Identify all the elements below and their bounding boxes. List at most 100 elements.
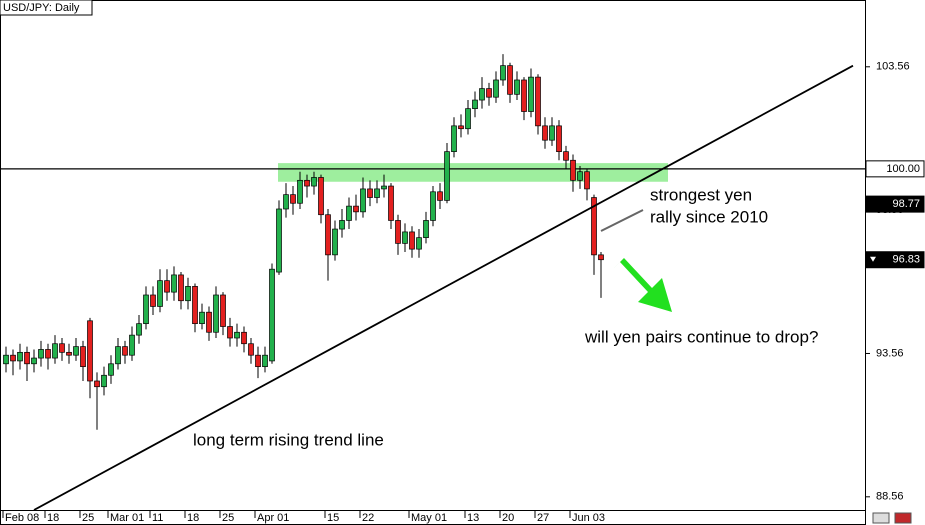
candle-body bbox=[563, 151, 569, 161]
candle-body bbox=[423, 220, 429, 239]
candle-body bbox=[465, 108, 471, 130]
candle-body bbox=[241, 331, 247, 345]
y-tick-label: 88.56 bbox=[876, 491, 904, 503]
candle-body bbox=[437, 191, 443, 201]
candle-body bbox=[493, 79, 499, 98]
candle-body bbox=[479, 88, 485, 101]
price-label: 96.83 bbox=[892, 254, 920, 266]
candle-body bbox=[402, 231, 408, 244]
candle-body bbox=[178, 274, 184, 302]
candle-body bbox=[416, 237, 422, 250]
candle-body bbox=[584, 171, 590, 190]
annotation: strongest yen bbox=[650, 185, 752, 204]
trend-label: long term rising trend line bbox=[193, 430, 384, 449]
x-tick-label: 11 bbox=[152, 512, 163, 524]
candle-body bbox=[325, 214, 331, 256]
candle-body bbox=[528, 76, 534, 112]
candle-body bbox=[332, 228, 338, 256]
icon[interactable] bbox=[872, 512, 890, 524]
candle-body bbox=[514, 79, 520, 95]
y-tick-label: 93.56 bbox=[876, 347, 904, 359]
x-tick-label: 18 bbox=[47, 512, 59, 524]
candle-body bbox=[430, 191, 436, 221]
y-tick-label: 103.56 bbox=[876, 61, 910, 73]
candle-body bbox=[59, 343, 65, 353]
candle-body bbox=[248, 343, 254, 356]
candle-body bbox=[598, 254, 604, 261]
x-tick-label: 22 bbox=[362, 512, 374, 524]
candle-body bbox=[535, 76, 541, 127]
title-box bbox=[0, 0, 93, 16]
x-tick-label: 15 bbox=[327, 512, 339, 524]
candle-body bbox=[451, 125, 457, 153]
candle-body bbox=[444, 151, 450, 201]
candle-body bbox=[276, 208, 282, 273]
x-tick-label: 25 bbox=[82, 512, 94, 524]
candle-body bbox=[213, 294, 219, 333]
x-tick-label: 18 bbox=[187, 512, 199, 524]
trend-line bbox=[33, 64, 854, 511]
candle-body bbox=[80, 346, 86, 368]
candle-body bbox=[346, 205, 352, 221]
candle-body bbox=[542, 125, 548, 141]
x-tick-label: Jun 03 bbox=[572, 512, 605, 524]
candle-body bbox=[157, 280, 163, 307]
candle-body bbox=[66, 351, 72, 356]
price-label-box bbox=[865, 251, 925, 269]
candle-body bbox=[269, 268, 275, 362]
candle-body bbox=[556, 125, 562, 153]
x-tick-label: May 01 bbox=[411, 512, 447, 524]
candle-body bbox=[367, 188, 373, 198]
candle-body bbox=[10, 354, 16, 362]
pointer-line bbox=[600, 209, 644, 232]
candle-body bbox=[129, 334, 135, 356]
candle-body bbox=[577, 171, 583, 181]
candle-body bbox=[290, 194, 296, 204]
price-label-box bbox=[865, 195, 925, 213]
candle-body bbox=[136, 323, 142, 336]
candle-body bbox=[521, 79, 527, 112]
candle-body bbox=[353, 205, 359, 213]
price-label: 98.77 bbox=[892, 198, 920, 210]
x-tick-label: 27 bbox=[537, 512, 549, 524]
candle-body bbox=[52, 343, 58, 359]
candle-body bbox=[171, 274, 177, 293]
candle-body bbox=[255, 354, 261, 368]
candle-body bbox=[549, 125, 555, 141]
candle-body bbox=[73, 346, 79, 356]
support-zone bbox=[278, 163, 668, 182]
x-tick-label: Apr 01 bbox=[257, 512, 289, 524]
candle-body bbox=[108, 363, 114, 376]
candle-body bbox=[94, 380, 100, 388]
candle-body bbox=[45, 349, 51, 359]
down-arrow bbox=[614, 258, 672, 312]
icon[interactable] bbox=[894, 512, 912, 524]
candle-body bbox=[360, 188, 366, 213]
candle-body bbox=[486, 88, 492, 98]
x-tick-label: Feb 08 bbox=[5, 512, 39, 524]
x-tick-label: Mar 01 bbox=[110, 512, 144, 524]
candle-body bbox=[164, 280, 170, 293]
candle-body bbox=[115, 346, 121, 365]
candle-body bbox=[24, 351, 30, 365]
candle-body bbox=[381, 185, 387, 190]
x-tick-label: 25 bbox=[222, 512, 234, 524]
candle-body bbox=[262, 354, 268, 368]
candle-body bbox=[409, 231, 415, 250]
candle-body bbox=[591, 197, 597, 256]
candle-body bbox=[101, 374, 107, 388]
candle-body bbox=[311, 177, 317, 187]
candle-body bbox=[500, 65, 506, 81]
candle-body bbox=[395, 220, 401, 244]
chart-title: USD/JPY: Daily bbox=[3, 2, 80, 14]
price-label: 100.00 bbox=[886, 163, 920, 175]
candle-body bbox=[199, 311, 205, 325]
candle-body bbox=[570, 159, 576, 181]
marker bbox=[870, 256, 876, 262]
candle-body bbox=[304, 179, 310, 187]
price-label-box bbox=[865, 160, 925, 178]
candle-body bbox=[458, 125, 464, 130]
candle-body bbox=[38, 349, 44, 359]
